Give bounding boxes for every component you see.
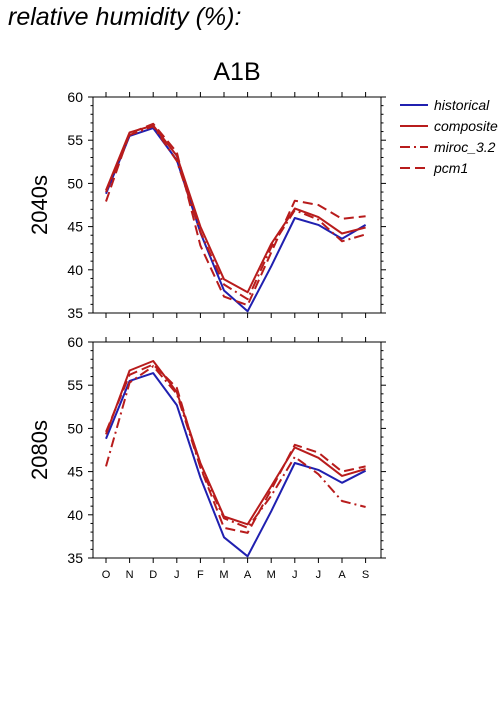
y-tick-label: 45 bbox=[67, 464, 83, 480]
page-title: relative humidity (%): bbox=[8, 3, 242, 31]
legend-label: historical bbox=[434, 97, 490, 113]
series-line-pcm1 bbox=[105, 122, 366, 307]
legend-label: pcm1 bbox=[433, 160, 468, 176]
series-line-historical bbox=[105, 127, 367, 313]
chart-legend: historical composite miroc_3.2 pcm1 bbox=[400, 97, 498, 176]
y-tick-label: 40 bbox=[67, 262, 83, 278]
y-tick-label: 60 bbox=[67, 89, 83, 105]
plot-frame bbox=[92, 341, 382, 559]
series-line-composite bbox=[105, 124, 366, 294]
legend-label: miroc_3.2 bbox=[434, 139, 496, 155]
y-tick-label: 55 bbox=[67, 377, 83, 393]
y-tick-label: 60 bbox=[67, 334, 83, 350]
y-tick-label: 35 bbox=[67, 305, 83, 321]
y-tick-label: 50 bbox=[67, 420, 83, 436]
y-tick-label: 50 bbox=[67, 175, 83, 191]
y-axis-label: 2080s bbox=[27, 420, 52, 480]
x-tick-label: A bbox=[244, 569, 252, 581]
x-tick-label: O bbox=[102, 569, 111, 581]
y-tick-label: 55 bbox=[67, 132, 83, 148]
series-line-historical bbox=[105, 372, 367, 558]
series-line-composite bbox=[105, 360, 366, 526]
y-tick-label: 45 bbox=[67, 219, 83, 235]
chart-panels: 35 40 45 50 55 60 2040s 35 40 45 50 55 60 O N D J F M A M J J A… bbox=[27, 89, 386, 581]
panel-2040s: 35 40 45 50 55 60 2040s bbox=[27, 89, 386, 321]
series-line-pcm1 bbox=[105, 363, 366, 534]
y-tick-label: 35 bbox=[67, 550, 83, 566]
x-tick-label: F bbox=[197, 569, 204, 581]
x-tick-label: D bbox=[149, 569, 157, 581]
series-line-miroc-3-2 bbox=[105, 125, 366, 301]
legend-item: miroc_3.2 bbox=[400, 139, 496, 155]
panel-2080s: 35 40 45 50 55 60 O N D J F M A M J J A S 2080s bbox=[27, 334, 386, 581]
x-tick-label: S bbox=[362, 569, 369, 581]
legend-item: composite bbox=[400, 118, 498, 134]
x-tick-label: N bbox=[126, 569, 134, 581]
y-tick-label: 40 bbox=[67, 507, 83, 523]
y-axis-label: 2040s bbox=[27, 175, 52, 235]
x-tick-label: M bbox=[267, 569, 276, 581]
x-tick-label: J bbox=[174, 569, 180, 581]
x-tick-label: J bbox=[292, 569, 298, 581]
legend-label: composite bbox=[434, 118, 498, 134]
plot-frame bbox=[92, 96, 382, 314]
x-tick-label: J bbox=[316, 569, 322, 581]
x-tick-label: A bbox=[338, 569, 346, 581]
legend-item: pcm1 bbox=[400, 160, 468, 176]
x-tick-label: M bbox=[219, 569, 228, 581]
legend-item: historical bbox=[400, 97, 490, 113]
chart-title: A1B bbox=[213, 58, 260, 86]
series-line-miroc-3-2 bbox=[105, 365, 366, 529]
